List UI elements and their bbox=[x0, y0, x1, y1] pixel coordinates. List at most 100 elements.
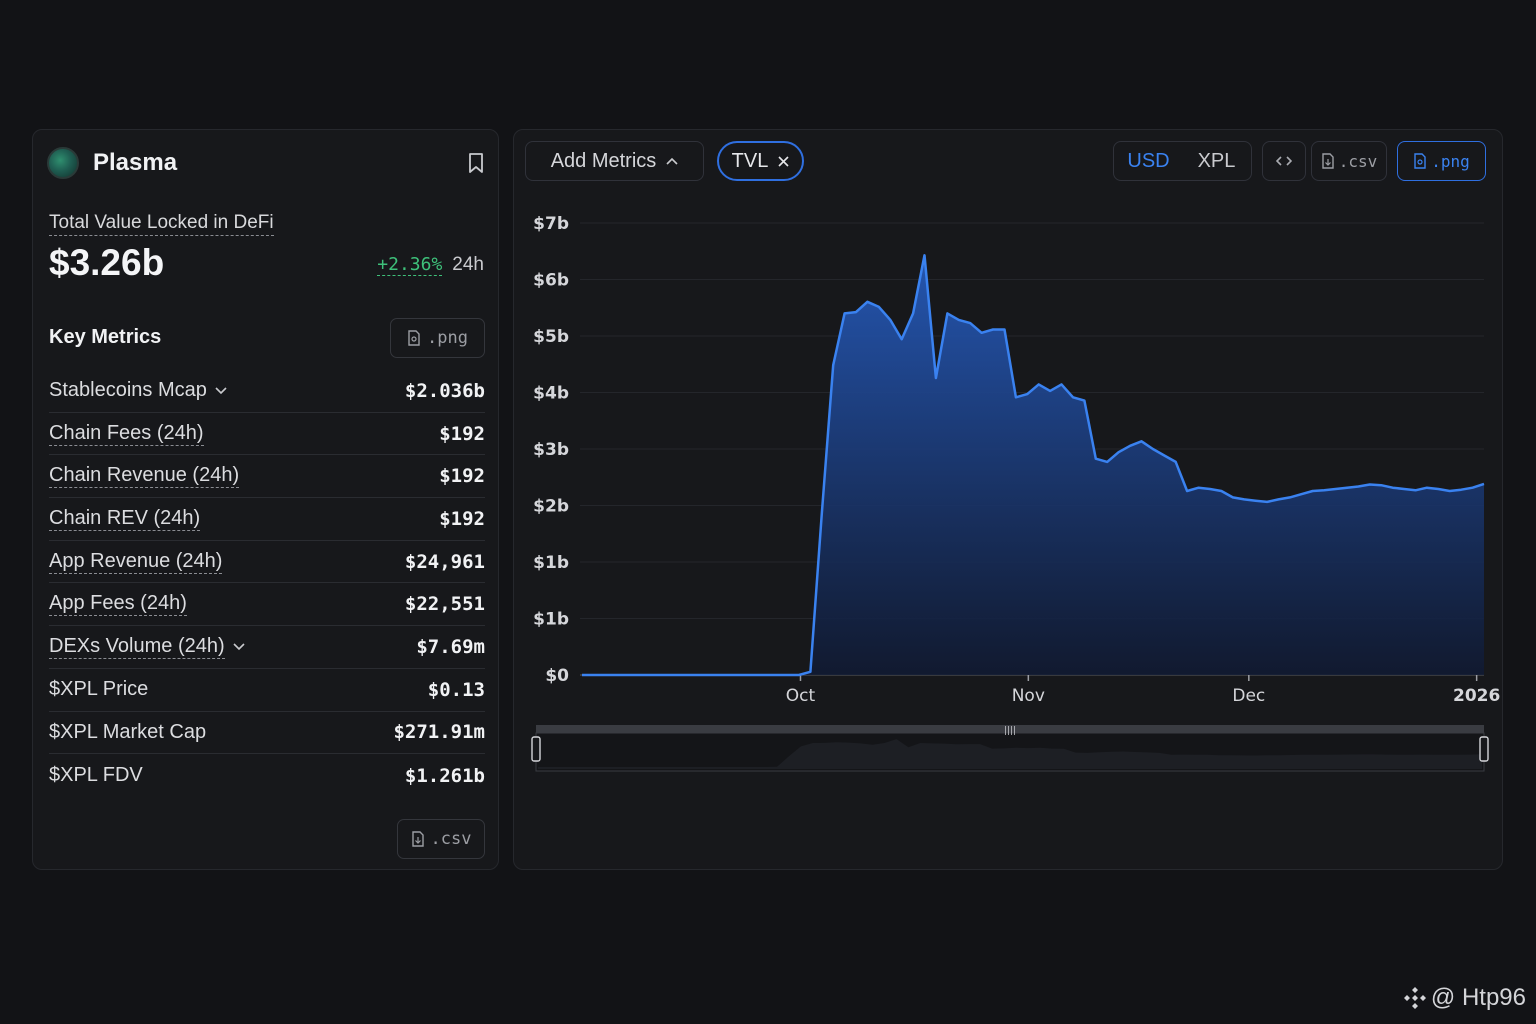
metric-label-text: $XPL Market Cap bbox=[49, 720, 207, 743]
metric-row: App Fees (24h) $22,551 bbox=[49, 583, 485, 627]
metric-row: $XPL FDV $1.261b bbox=[49, 754, 485, 797]
y-tick-label: $5b bbox=[533, 327, 569, 347]
x-tick-label: 2026 bbox=[1453, 686, 1500, 706]
metric-label[interactable]: App Revenue (24h) bbox=[49, 549, 223, 574]
metric-row: $XPL Market Cap $271.91m bbox=[49, 712, 485, 755]
y-tick-label: $2b bbox=[533, 497, 569, 517]
metric-value: $7.69m bbox=[416, 635, 485, 658]
metric-label[interactable]: Chain Revenue (24h) bbox=[49, 464, 240, 489]
key-metrics-csv-button[interactable]: .csv bbox=[397, 819, 485, 859]
metric-label-text: Stablecoins Mcap bbox=[49, 379, 207, 402]
metric-label-text: App Fees (24h) bbox=[49, 592, 187, 617]
metric-label[interactable]: Chain Fees (24h) bbox=[49, 422, 204, 446]
file-image-icon bbox=[408, 330, 420, 346]
metric-row: Chain Fees (24h) $192 bbox=[49, 413, 485, 456]
add-metrics-button[interactable]: Add Metrics bbox=[525, 141, 704, 181]
tvl-change: +2.36% 24h bbox=[377, 254, 484, 276]
code-icon bbox=[1276, 156, 1292, 166]
metric-row: DEXs Volume (24h) $7.69m bbox=[49, 626, 485, 669]
y-tick-label: $4b bbox=[533, 384, 569, 404]
metric-label[interactable]: Chain REV (24h) bbox=[49, 506, 201, 531]
range-slider-left-handle[interactable] bbox=[531, 736, 541, 762]
x-tick-label: Nov bbox=[1012, 686, 1045, 706]
file-download-icon bbox=[411, 831, 424, 847]
chevron-down-icon[interactable] bbox=[233, 643, 245, 651]
chain-name: Plasma bbox=[93, 149, 178, 176]
metric-value: $271.91m bbox=[393, 721, 485, 744]
metric-label: $XPL FDV bbox=[49, 764, 143, 787]
chain-header: Plasma bbox=[47, 146, 484, 180]
png-download-button[interactable]: .png bbox=[1397, 141, 1486, 181]
y-tick-label: $0 bbox=[545, 666, 569, 686]
metric-row: Stablecoins Mcap $2.036b bbox=[49, 370, 485, 413]
close-icon[interactable] bbox=[778, 155, 789, 167]
currency-xpl-option[interactable]: XPL bbox=[1197, 149, 1236, 172]
metric-row: Chain REV (24h) $192 bbox=[49, 498, 485, 541]
png-download-label: .png bbox=[1431, 151, 1470, 171]
embed-button[interactable] bbox=[1262, 141, 1306, 181]
metric-label-text: Chain REV (24h) bbox=[49, 506, 201, 531]
metric-label[interactable]: App Fees (24h) bbox=[49, 592, 187, 617]
metric-label-text: Chain Fees (24h) bbox=[49, 421, 204, 446]
tvl-chip-label: TVL bbox=[731, 149, 769, 172]
tvl-change-percent: +2.36% bbox=[377, 254, 443, 276]
y-tick-label: $7b bbox=[533, 214, 569, 234]
chevron-down-icon[interactable] bbox=[215, 387, 227, 395]
watermark: @ Htp96 bbox=[1403, 984, 1526, 1012]
file-image-icon bbox=[1414, 153, 1426, 169]
diamond-logo-icon bbox=[1403, 987, 1426, 1009]
bookmark-icon[interactable] bbox=[468, 153, 484, 173]
metric-label: $XPL Market Cap bbox=[49, 721, 206, 744]
y-tick-label: $1b bbox=[533, 610, 569, 630]
x-tick-label: Dec bbox=[1232, 686, 1265, 706]
metric-label[interactable]: Stablecoins Mcap bbox=[49, 379, 227, 402]
y-tick-label: $6b bbox=[533, 271, 569, 291]
metric-value: $24,961 bbox=[404, 550, 485, 573]
metric-row: $XPL Price $0.13 bbox=[49, 669, 485, 712]
range-slider-track[interactable] bbox=[536, 725, 1484, 733]
add-metrics-label: Add Metrics bbox=[550, 149, 657, 172]
csv-download-label: .csv bbox=[1338, 151, 1378, 171]
metric-label: $XPL Price bbox=[49, 678, 148, 701]
metric-label-text: $XPL Price bbox=[49, 678, 149, 701]
key-metrics-title: Key Metrics bbox=[49, 326, 162, 348]
metric-label[interactable]: DEXs Volume (24h) bbox=[49, 635, 245, 659]
currency-usd-option[interactable]: USD bbox=[1127, 149, 1170, 172]
tvl-value: $3.26b bbox=[49, 242, 165, 283]
csv-download-button[interactable]: .csv bbox=[1311, 141, 1387, 181]
tvl-chart: $0 $1b $1b $2b $3b $4b $5b $6b $7b Oct Nov Dec 2026 |… bbox=[531, 214, 1500, 772]
metric-value: $2.036b bbox=[404, 379, 485, 402]
range-slider-right-handle[interactable] bbox=[1479, 736, 1489, 762]
metric-label-text: App Revenue (24h) bbox=[49, 549, 223, 574]
key-metrics-csv-label: .csv bbox=[430, 829, 472, 849]
chain-overview-panel: Plasma Total Value Locked in DeFi $3.26b… bbox=[32, 129, 499, 870]
metric-row: Chain Revenue (24h) $192 bbox=[49, 455, 485, 499]
tvl-metric-chip[interactable]: TVL bbox=[717, 141, 804, 181]
x-tick-label: Oct bbox=[786, 686, 816, 706]
tvl-series-area bbox=[582, 255, 1484, 676]
key-metrics-list: Stablecoins Mcap $2.036b Chain Fees (24h) $… bbox=[49, 370, 485, 797]
metric-value: $192 bbox=[439, 507, 485, 530]
metric-value: $192 bbox=[439, 422, 485, 445]
watermark-text: @ Htp96 bbox=[1430, 984, 1526, 1011]
y-tick-label: $1b bbox=[533, 553, 569, 573]
key-metrics-png-button[interactable]: .png bbox=[390, 318, 485, 358]
metric-value: $192 bbox=[439, 465, 485, 488]
key-metrics-png-label: .png bbox=[427, 328, 468, 348]
metric-label-text: DEXs Volume (24h) bbox=[49, 634, 225, 659]
metric-row: App Revenue (24h) $24,961 bbox=[49, 541, 485, 584]
chart-panel: Add Metrics TVL USD XPL .csv .png $0 $1b $… bbox=[513, 129, 1503, 870]
chain-logo-icon bbox=[47, 147, 79, 179]
range-slider-grip-icon[interactable]: |||| bbox=[1004, 726, 1016, 736]
y-tick-label: $3b bbox=[533, 440, 569, 460]
file-download-icon bbox=[1322, 153, 1334, 169]
metric-label-text: Chain Revenue (24h) bbox=[49, 464, 240, 489]
tvl-series-line bbox=[582, 254, 1485, 677]
range-slider-preview bbox=[538, 739, 1482, 769]
metric-value: $1.261b bbox=[404, 764, 485, 787]
tvl-label[interactable]: Total Value Locked in DeFi bbox=[49, 212, 274, 236]
metric-value: $22,551 bbox=[404, 593, 485, 616]
metric-label-text: $XPL FDV bbox=[49, 764, 143, 787]
metric-value: $0.13 bbox=[427, 678, 485, 701]
currency-toggle: USD XPL bbox=[1113, 141, 1252, 181]
